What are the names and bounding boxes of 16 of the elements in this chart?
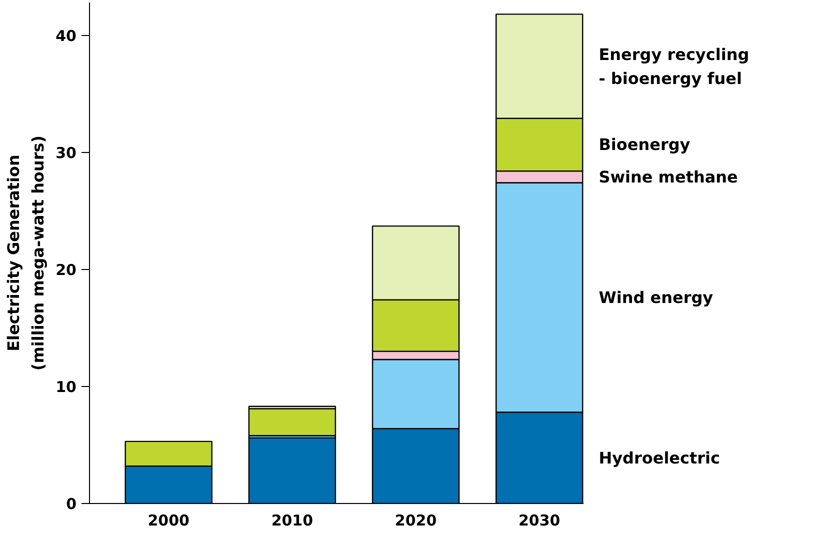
y-tick-label: 40 (56, 26, 76, 45)
x-tick-label: 2030 (518, 512, 560, 530)
y-tick-label: 0 (66, 495, 76, 513)
y-axis-title: Electricity Generation (million mega-watt hours) (4, 135, 48, 371)
y-tick-label: 30 (56, 144, 76, 162)
x-tick-label: 2020 (394, 512, 437, 530)
series-label: Wind energy (598, 288, 714, 307)
x-tick-label: 2000 (148, 512, 190, 530)
series-label: Hydroelectric (598, 448, 720, 468)
series-label: Swine methane (598, 167, 738, 186)
y-tick-label: 10 (56, 378, 76, 396)
bar (248, 408, 336, 436)
series-label: Energy recycling - bioenergy fuel (598, 44, 750, 88)
y-tick-label: 20 (56, 260, 76, 279)
x-tick-label: 2010 (271, 512, 314, 530)
series-label: Bioenergy (598, 135, 691, 154)
